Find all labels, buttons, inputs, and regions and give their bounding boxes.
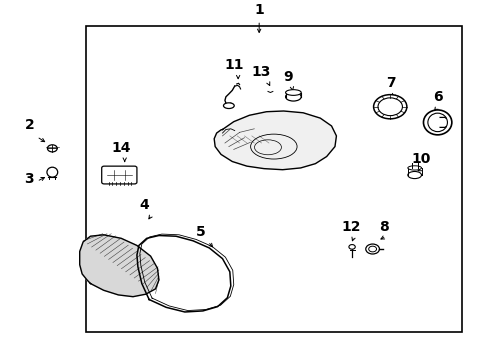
Text: 11: 11 [224,58,243,72]
Bar [85,26,461,332]
Ellipse shape [373,95,406,119]
Ellipse shape [365,244,379,254]
Ellipse shape [368,246,376,252]
Ellipse shape [223,103,234,108]
Ellipse shape [407,166,421,170]
Ellipse shape [348,244,354,249]
Ellipse shape [427,113,447,132]
Ellipse shape [285,93,301,101]
Text: 14: 14 [111,141,131,156]
FancyBboxPatch shape [102,166,137,184]
Ellipse shape [377,98,402,116]
Ellipse shape [285,90,301,95]
Text: 7: 7 [386,76,395,90]
Ellipse shape [407,171,421,179]
Ellipse shape [47,167,58,177]
Text: 10: 10 [411,152,430,166]
Text: 2: 2 [24,118,34,132]
Text: 1: 1 [254,3,264,17]
Text: 5: 5 [195,225,205,239]
Text: 6: 6 [432,90,442,104]
Ellipse shape [423,110,451,135]
Text: 13: 13 [251,65,271,79]
Text: 8: 8 [378,220,388,234]
Ellipse shape [47,145,57,152]
Polygon shape [214,111,336,170]
Text: 4: 4 [139,198,149,212]
Polygon shape [80,235,159,297]
Text: 9: 9 [283,70,293,84]
Text: 3: 3 [24,172,34,186]
Text: 12: 12 [341,220,360,234]
